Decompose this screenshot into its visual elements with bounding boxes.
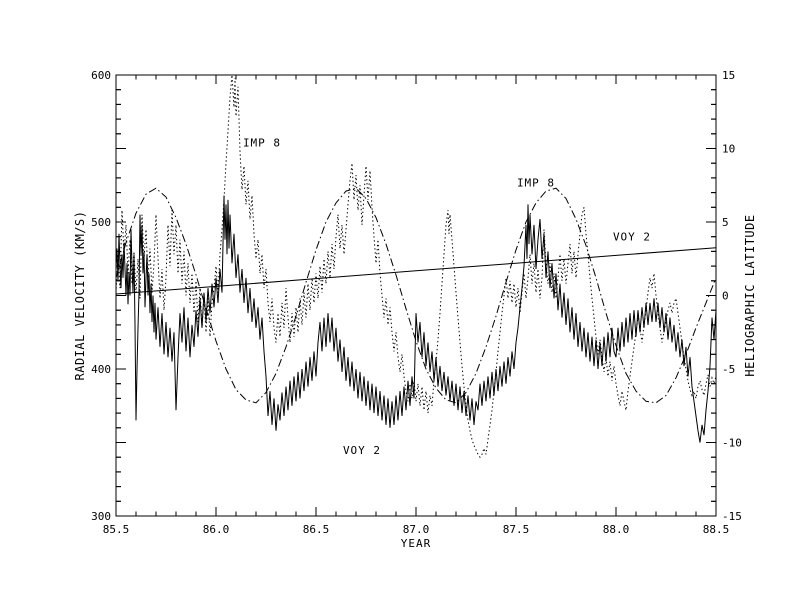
y-left-tick-label: 400	[91, 363, 111, 376]
series-voy-2-radial-velocity	[115, 195, 717, 443]
x-axis-title: YEAR	[401, 537, 432, 550]
x-tick-label: 87.5	[503, 523, 530, 536]
series-label-annotation: IMP 8	[243, 137, 281, 150]
series-label-annotation: VOY 2	[613, 231, 651, 244]
y-axis-right: -15 -10 -5 0 5 10 15 HELIOGRAPHIC LATITUDE	[706, 69, 757, 523]
series-imp-8-radial-velocity	[115, 74, 717, 459]
x-tick-label: 87.0	[403, 523, 430, 536]
x-axis: 85.5 86.0 86.5 87.0 87.5 88.0 88.5 YEAR	[103, 75, 730, 550]
y-left-tick-label: 500	[91, 216, 111, 229]
y-right-tick-label: 15	[722, 69, 735, 82]
y-right-tick-label: -10	[722, 437, 742, 450]
x-tick-label: 88.5	[703, 523, 730, 536]
x-tick-label: 86.5	[303, 523, 330, 536]
series-label-annotation: VOY 2	[343, 444, 381, 457]
series-imp-8-heliographic-latitude	[115, 187, 717, 404]
y-left-tick-label: 600	[91, 69, 111, 82]
series-voy-2-heliographic-latitude	[115, 247, 717, 295]
y-right-tick-label: -15	[722, 510, 742, 523]
plot-frame	[115, 74, 717, 517]
y-left-axis-title: RADIAL VELOCITY (KM/S)	[73, 211, 87, 381]
y-right-tick-label: 5	[722, 216, 729, 229]
x-tick-label: 88.0	[603, 523, 630, 536]
y-right-axis-title: HELIOGRAPHIC LATITUDE	[743, 214, 757, 376]
series-label-annotation: IMP 8	[517, 176, 555, 189]
y-right-tick-label: 10	[722, 143, 735, 156]
x-tick-label: 86.0	[203, 523, 230, 536]
y-axis-left: 300 400 500 600 RADIAL VELOCITY (KM/S)	[73, 69, 126, 523]
y-left-tick-label: 300	[91, 510, 111, 523]
x-tick-label: 85.5	[103, 523, 130, 536]
y-right-tick-label: 0	[722, 290, 729, 303]
y-right-tick-label: -5	[722, 363, 735, 376]
